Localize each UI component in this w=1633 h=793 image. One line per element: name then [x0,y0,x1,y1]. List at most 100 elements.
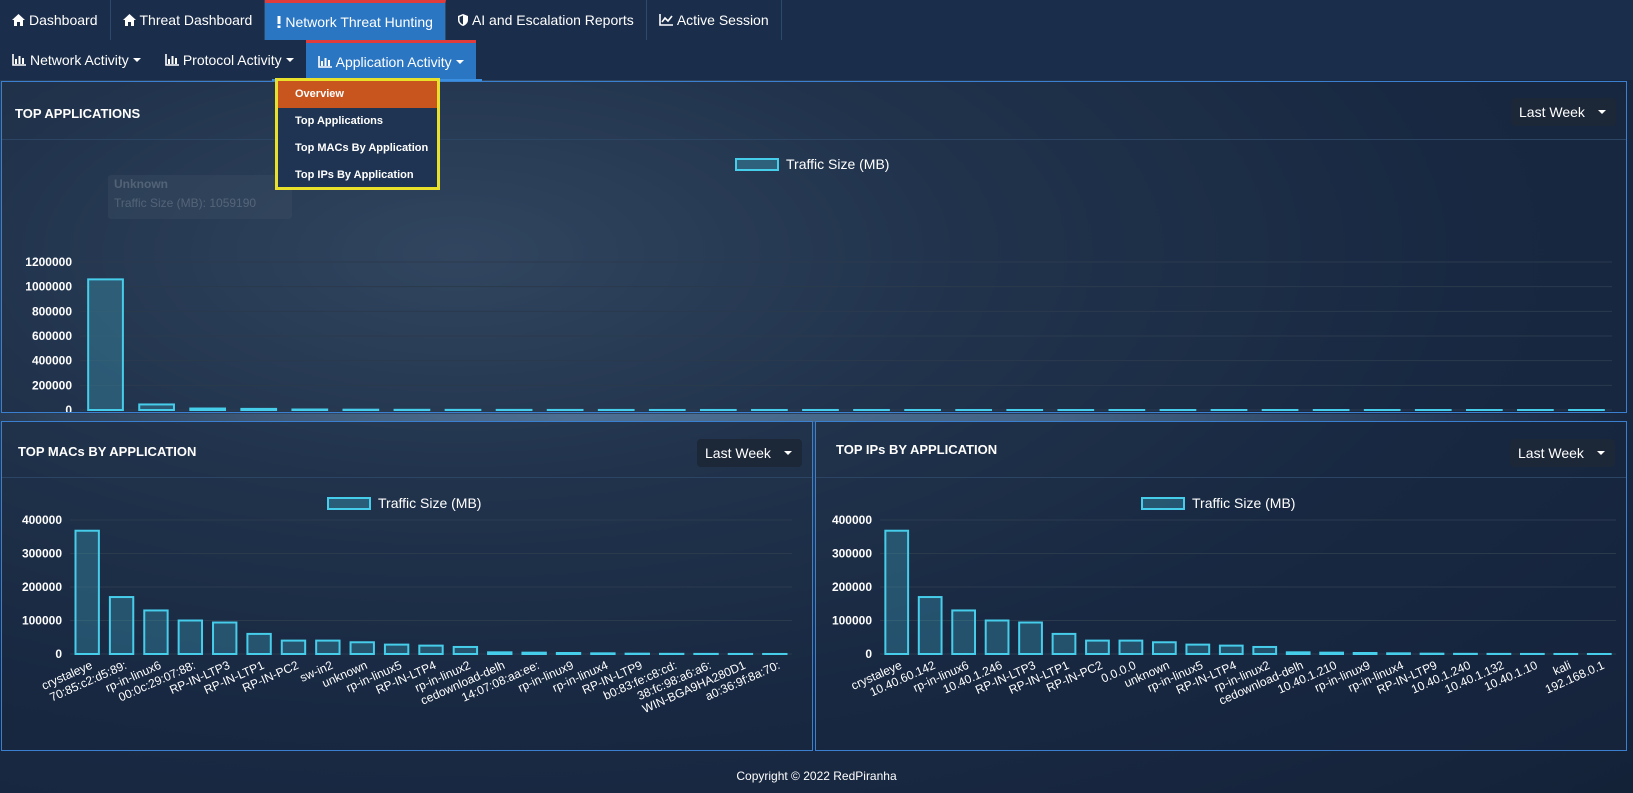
y-tick-label: 800000 [32,304,72,318]
bar[interactable] [1218,644,1244,655]
x-tick-label: kali [1551,658,1573,678]
caret-down-icon [455,59,464,64]
bar[interactable] [1386,652,1411,656]
bar[interactable] [280,639,307,656]
tab-network-activity[interactable]: Network Activity [0,40,153,80]
bar[interactable] [1085,639,1110,656]
bar[interactable] [1118,639,1144,656]
chart-legend: Traffic Size (MB) [327,495,481,511]
legend-label: Traffic Size (MB) [1192,495,1296,511]
bar[interactable] [240,407,278,411]
bar[interactable] [383,643,410,655]
bar[interactable] [1352,651,1378,655]
bar[interactable] [884,529,910,655]
panel-header [2,422,812,478]
main-nav: Dashboard Threat Dashboard Network Threa… [0,0,1633,41]
bar[interactable] [555,651,582,655]
caret-down-icon [132,58,141,62]
bar-chart-icon [12,54,26,66]
y-tick-label: 1000000 [25,280,72,294]
legend-swatch [327,496,371,510]
exclamation-icon [277,15,281,28]
bar[interactable] [212,621,238,656]
y-tick-label: 600000 [32,329,72,343]
bar[interactable] [487,651,513,655]
legend-label: Traffic Size (MB) [786,156,890,172]
bar[interactable] [1319,651,1345,656]
menu-item-top-macs[interactable]: Top MACs By Application [295,142,429,154]
chart-legend: Traffic Size (MB) [1141,495,1295,511]
top-applications-chart: 020000040000060000080000010000001200000U… [25,255,1612,412]
bar[interactable] [189,407,227,412]
bar[interactable] [108,596,135,656]
panel-title: TOP APPLICATIONS [15,106,141,121]
bar[interactable] [177,619,204,655]
top-macs-chart: 0100000200000300000400000crystaleye70:85… [22,513,792,716]
bar[interactable] [143,609,169,655]
bar[interactable] [138,403,175,411]
bar[interactable] [87,278,124,412]
bar[interactable] [1151,641,1177,655]
tab-active-session[interactable]: Active Session [647,0,782,40]
legend-swatch [735,157,779,171]
sub-nav: Network Activity Protocol Activity Appli… [0,40,1633,80]
bar[interactable] [246,632,272,656]
bar[interactable] [951,609,977,655]
caret-down-icon [285,58,294,62]
bar[interactable] [74,529,100,655]
tab-protocol-activity[interactable]: Protocol Activity [153,40,306,80]
bar[interactable] [521,651,547,656]
bar[interactable] [349,641,375,655]
y-tick-label: 300000 [22,547,62,561]
bar[interactable] [1018,621,1043,656]
bar[interactable] [917,596,943,656]
select-value: Last Week [1519,104,1585,120]
shield-icon [457,14,468,26]
time-range-select[interactable]: Last Week [1510,439,1615,467]
bar[interactable] [984,619,1010,655]
bar[interactable] [1252,645,1278,655]
menu-item-overview[interactable]: Overview [278,81,437,108]
tab-label: Active Session [676,12,769,28]
time-range-select[interactable]: Last Week [697,439,802,467]
top-ips-panel: TOP IPs BY APPLICATION Last Week Traffic… [815,421,1627,751]
tab-label: Network Threat Hunting [285,13,433,30]
tab-threat-dashboard[interactable]: Threat Dashboard [111,0,266,40]
bar[interactable] [452,645,479,655]
y-tick-label: 100000 [22,614,62,628]
bar[interactable] [1285,651,1311,655]
menu-item-top-applications[interactable]: Top Applications [295,115,383,127]
time-range-select[interactable]: Last Week [1511,98,1616,126]
panel-title: TOP MACs BY APPLICATION [18,444,197,459]
footer-copyright: Copyright © 2022 RedPiranha [736,769,897,783]
caret-down-icon [1597,451,1605,455]
bar[interactable] [1185,643,1211,655]
home-icon [122,14,136,26]
tab-network-threat-hunting[interactable]: Network Threat Hunting [265,0,446,40]
tab-dashboard[interactable]: Dashboard [0,0,111,40]
chart-legend: Traffic Size (MB) [735,156,889,172]
chart-tooltip: Unknown Traffic Size (MB): 1059190 [108,175,292,219]
tab-application-activity[interactable]: Application Activity [305,40,476,80]
tab-ai-escalation-reports[interactable]: AI and Escalation Reports [446,0,647,40]
bar[interactable] [315,639,341,656]
y-tick-label: 200000 [832,580,872,594]
y-tick-label: 0 [65,403,72,412]
tooltip-text: Traffic Size (MB): 1059190 [114,196,257,210]
tab-label: Network Activity [30,52,129,68]
tab-label: Threat Dashboard [139,12,253,28]
tab-label: Application Activity [335,53,452,70]
panel-header [2,82,1626,140]
bar[interactable] [418,644,444,655]
y-tick-label: 0 [865,647,872,661]
y-tick-label: 100000 [832,614,872,628]
tab-label: AI and Escalation Reports [471,12,634,28]
menu-item-top-ips[interactable]: Top IPs By Application [295,169,414,181]
panel-header [816,422,1626,478]
home-icon [12,14,25,26]
y-tick-label: 400000 [832,513,872,527]
bar[interactable] [1051,632,1077,656]
bar[interactable] [590,652,616,656]
bar-chart-icon [317,55,332,68]
y-tick-label: 400000 [22,513,62,527]
